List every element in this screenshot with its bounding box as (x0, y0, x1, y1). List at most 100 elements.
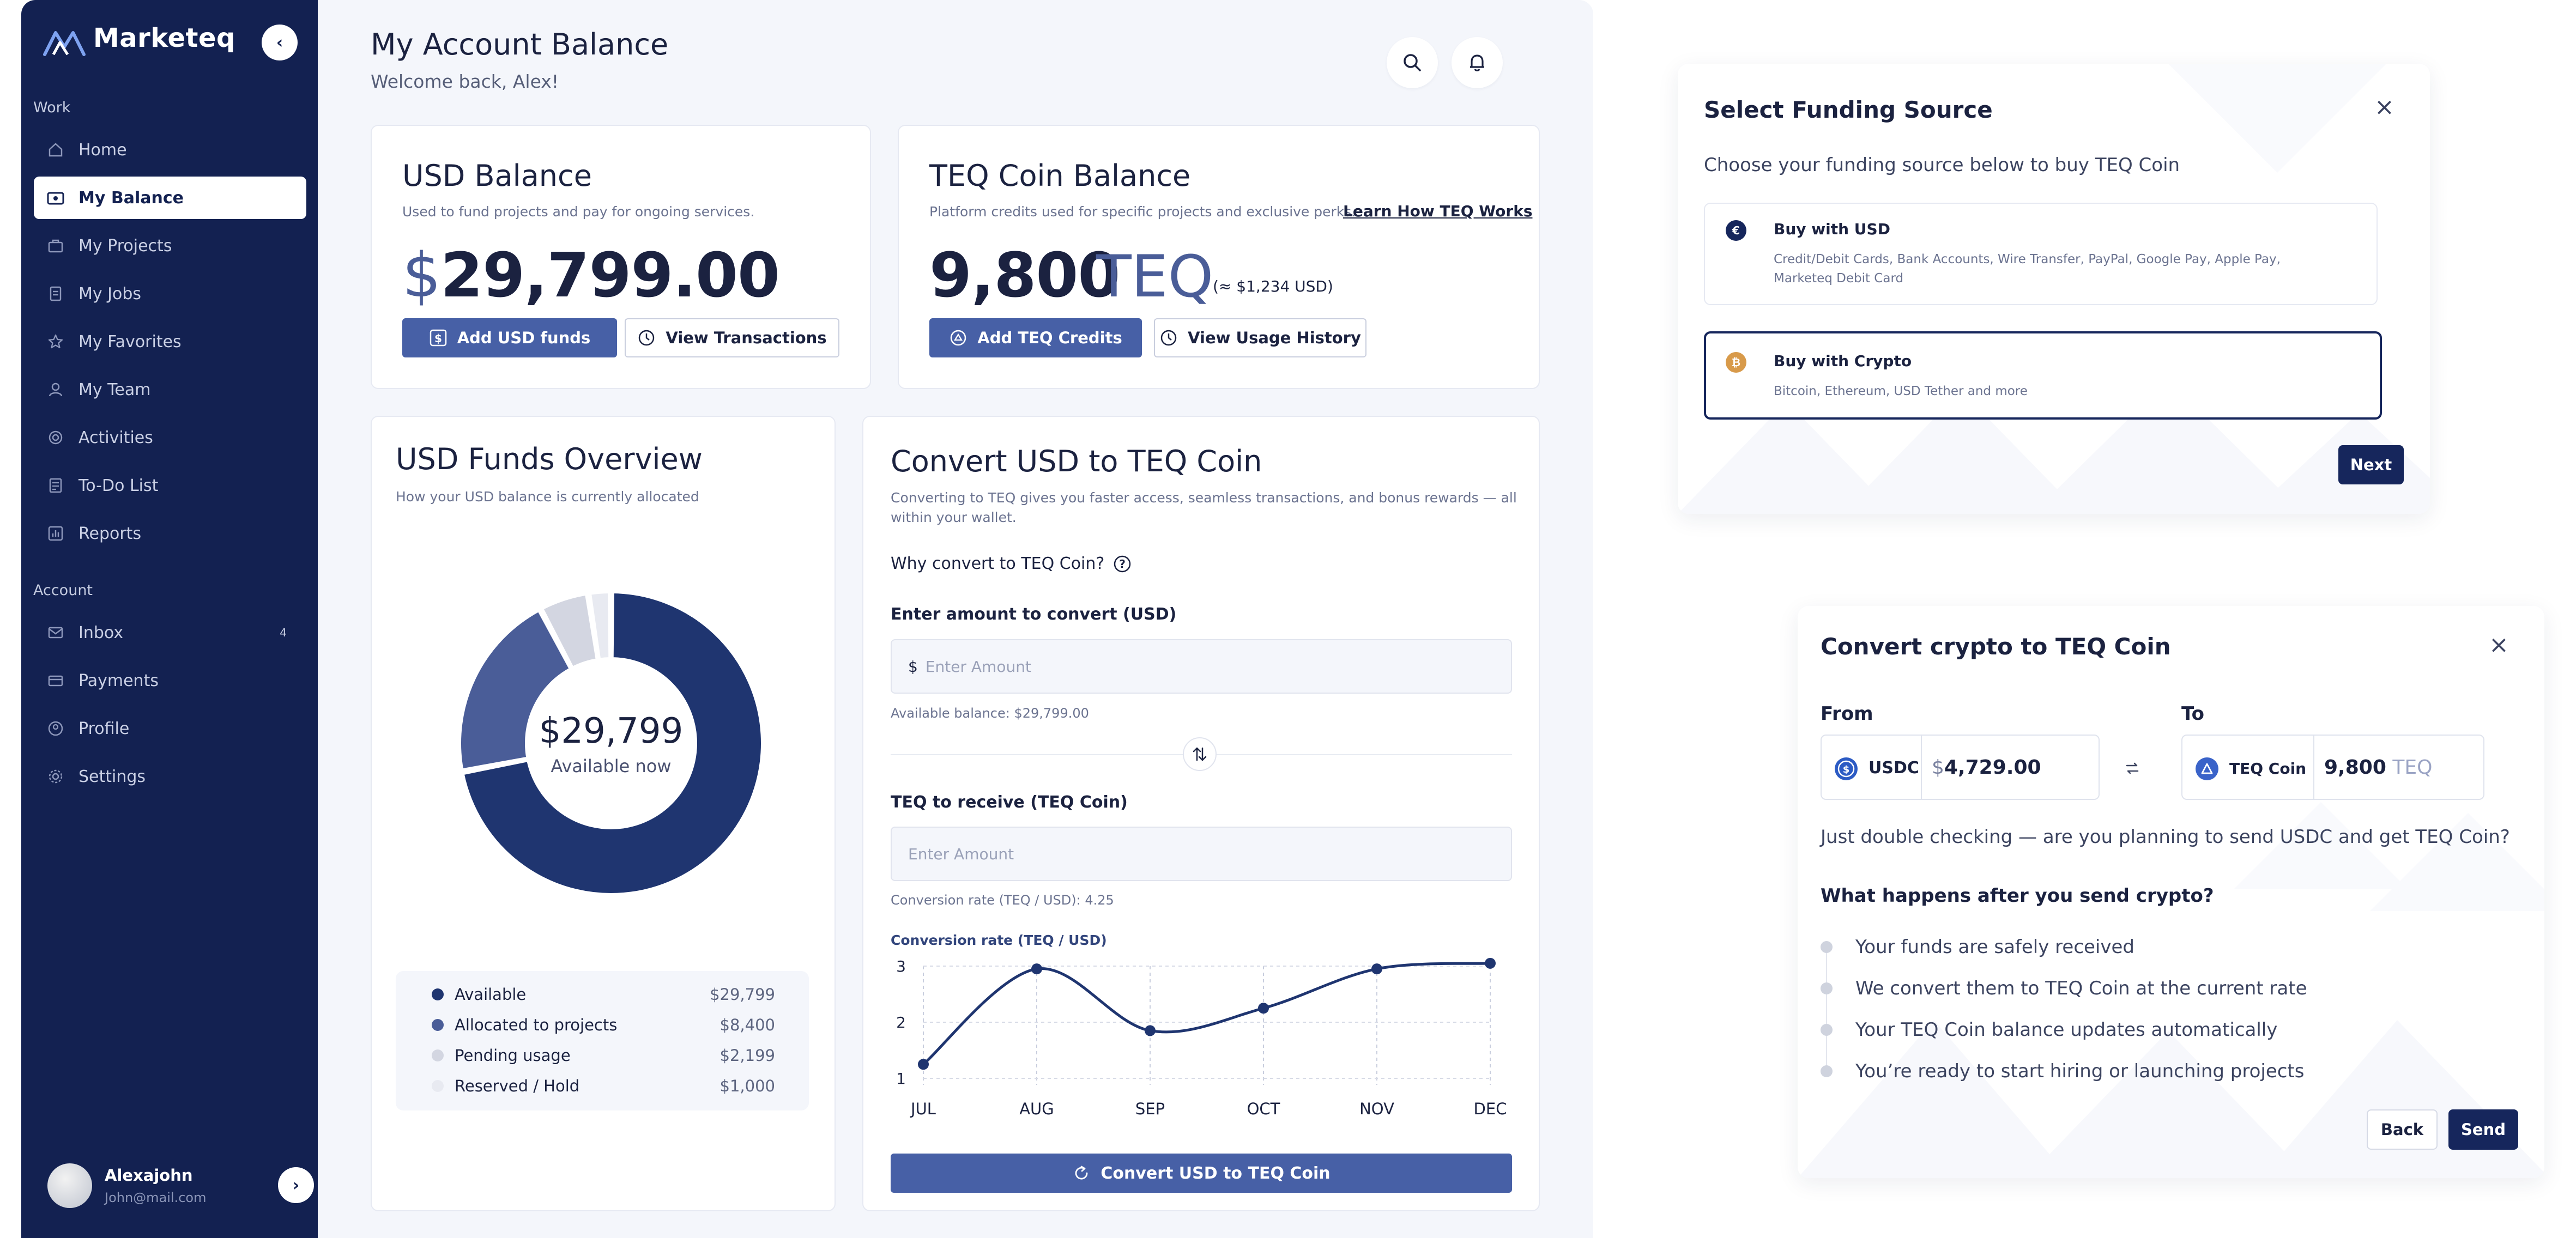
swap-button[interactable] (1183, 737, 1217, 771)
view-transactions-button[interactable]: View Transactions (625, 318, 839, 357)
collapse-sidebar-button[interactable]: ‹ (262, 25, 298, 60)
avatar[interactable] (47, 1163, 92, 1208)
sidebar-item-label: To-Do List (78, 476, 159, 495)
from-amount-value: $4,729.00 (1932, 756, 2041, 779)
sidebar-item-my-jobs[interactable]: My Jobs (34, 272, 306, 315)
sidebar-item-activities[interactable]: Activities (34, 416, 306, 459)
legend-item-reserved: Reserved / Hold $1,000 (432, 1077, 775, 1095)
buy-with-usd-option[interactable]: € Buy with USD Credit/Debit Cards, Bank … (1704, 203, 2378, 305)
legend-value: $8,400 (719, 1016, 775, 1034)
x-tick-label: DEC (1474, 1100, 1507, 1118)
teq-coin-icon (2196, 757, 2218, 780)
legend-item-available: Available $29,799 (432, 985, 775, 1004)
donut-center-label: Available now (551, 756, 672, 776)
button-label: View Transactions (666, 329, 827, 347)
add-teq-credits-button[interactable]: Add TEQ Credits (929, 318, 1142, 357)
home-icon (46, 140, 65, 160)
sidebar-item-reports[interactable]: Reports (34, 512, 306, 555)
why-convert-link[interactable]: Why convert to TEQ Coin? ? (891, 554, 1132, 573)
from-amount-field[interactable]: $ USDC $4,729.00 (1821, 735, 2100, 800)
legend-dot (432, 1019, 444, 1031)
buy-with-crypto-option[interactable]: ₿ Buy with Crypto Bitcoin, Ethereum, USD… (1704, 331, 2382, 420)
send-button[interactable]: Send (2448, 1109, 2518, 1150)
swap-direction-button[interactable] (2118, 754, 2146, 782)
sidebar-item-label: Profile (78, 719, 130, 738)
step-item: Your funds are safely received (1821, 936, 2134, 958)
legend-dot (432, 1080, 444, 1092)
usd-amount-input[interactable]: $ Enter Amount (891, 639, 1512, 694)
convert-crypto-dialog: Convert crypto to TEQ Coin × From $ USDC… (1798, 606, 2544, 1178)
bitcoin-icon: ₿ (1726, 352, 1746, 373)
teq-balance-card: TEQ Coin Balance Platform credits used f… (898, 125, 1540, 389)
sidebar-item-my-balance[interactable]: My Balance (34, 177, 306, 219)
user-menu-button[interactable]: › (278, 1167, 314, 1203)
bell-icon (1470, 54, 1484, 71)
app-name: Marketeq (93, 23, 235, 53)
amount-prefix: $ (908, 657, 918, 676)
coin-icon (949, 329, 967, 347)
close-icon[interactable]: × (2374, 93, 2394, 121)
pattern-background (1798, 802, 2544, 1178)
sidebar-item-inbox[interactable]: Inbox 4 (34, 611, 306, 654)
search-button[interactable] (1387, 37, 1438, 88)
swap-vertical-icon (1193, 747, 1207, 761)
step-item: We convert them to TEQ Coin at the curre… (1821, 978, 2307, 999)
legend-label: Reserved / Hold (455, 1077, 580, 1095)
sidebar-item-label: Payments (78, 671, 159, 690)
convert-title: Convert USD to TEQ Coin (891, 444, 1262, 478)
legend-dot (432, 988, 444, 1000)
divider (1921, 736, 1922, 799)
allocation-legend: Available $29,799 Allocated to projects … (396, 971, 809, 1110)
target-icon (46, 428, 65, 447)
svg-text:$: $ (1843, 764, 1850, 775)
view-usage-history-button[interactable]: View Usage History (1154, 318, 1366, 357)
to-coin-label: TEQ Coin (2229, 760, 2307, 778)
user-icon (46, 380, 65, 399)
legend-label: Allocated to projects (455, 1016, 618, 1034)
button-label: Add TEQ Credits (977, 329, 1122, 347)
next-button[interactable]: Next (2338, 445, 2404, 484)
sidebar-item-my-team[interactable]: My Team (34, 368, 306, 411)
to-unit: TEQ (2392, 756, 2433, 779)
data-point (1485, 957, 1496, 969)
x-tick-label: AUG (1019, 1100, 1054, 1118)
legend-value: $29,799 (710, 985, 775, 1004)
x-tick-label: NOV (1359, 1100, 1394, 1118)
learn-how-teq-works-link[interactable]: Learn How TEQ Works (1343, 202, 1533, 220)
y-tick-label: 3 (896, 957, 906, 975)
step-item: You’re ready to start hiring or launchin… (1821, 1060, 2304, 1082)
overview-title: USD Funds Overview (396, 442, 703, 476)
sidebar-item-my-projects[interactable]: My Projects (34, 224, 306, 267)
data-point (1145, 1025, 1156, 1036)
svg-text:$: $ (434, 332, 442, 345)
sidebar-item-payments[interactable]: Payments (34, 659, 306, 702)
notifications-button[interactable] (1452, 37, 1503, 88)
step-label: You’re ready to start hiring or launchin… (1855, 1060, 2305, 1082)
data-point (1371, 963, 1382, 975)
legend-item-allocated: Allocated to projects $8,400 (432, 1016, 775, 1034)
teq-receive-label: TEQ to receive (TEQ Coin) (891, 793, 1128, 812)
close-icon[interactable]: × (2489, 631, 2509, 659)
usd-option-title: Buy with USD (1774, 220, 1890, 238)
sidebar-item-profile[interactable]: Profile (34, 707, 306, 750)
usd-balance-card: USD Balance Used to fund projects and pa… (371, 125, 871, 389)
sidebar-item-to-do-list[interactable]: To-Do List (34, 464, 306, 507)
mail-icon (46, 623, 65, 642)
sidebar-item-my-favorites[interactable]: My Favorites (34, 320, 306, 363)
legend-label: Available (455, 985, 527, 1004)
convert-usd-to-teq-button[interactable]: Convert USD to TEQ Coin (891, 1154, 1512, 1193)
sidebar-item-home[interactable]: Home (34, 129, 306, 171)
legend-label: Pending usage (455, 1046, 571, 1065)
teq-unit: TEQ (1096, 243, 1214, 310)
sidebar-item-label: Inbox (78, 623, 124, 642)
sidebar-item-label: My Favorites (78, 332, 182, 351)
sidebar-item-settings[interactable]: Settings (34, 755, 306, 798)
usd-balance-amount: $29,799.00 (402, 240, 780, 311)
to-amount-field[interactable]: TEQ Coin 9,800 TEQ (2181, 735, 2484, 800)
data-point (1258, 1003, 1269, 1014)
donut-slice (461, 591, 764, 896)
funding-subtitle: Choose your funding source below to buy … (1704, 154, 2180, 176)
back-button[interactable]: Back (2367, 1109, 2438, 1150)
teq-amount-input[interactable]: Enter Amount (891, 827, 1512, 881)
add-usd-funds-button[interactable]: $ Add USD funds (402, 318, 617, 357)
